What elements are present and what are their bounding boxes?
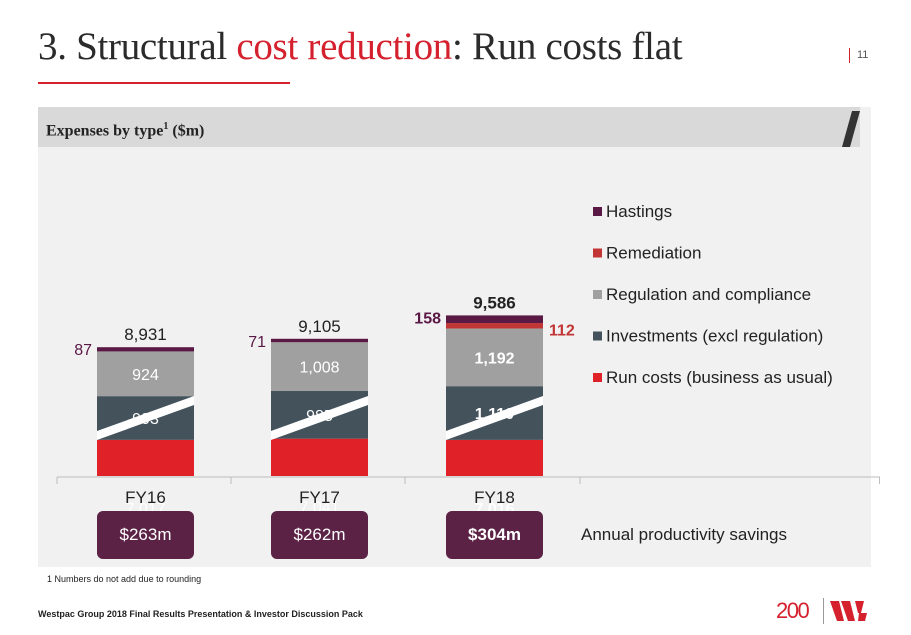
title-underline [38,82,290,84]
total-label-fy16: 8,931 [124,325,167,344]
legend-label-remediation: Remediation [606,244,701,263]
title-accent: cost reduction [236,25,452,68]
data-label-fy17-hastings: 71 [248,334,266,351]
data-label-fy18-investments: 1,110 [475,406,514,423]
legend-swatch-run [593,373,602,382]
bar-fy16-regulation [97,351,194,397]
bar-fy18-remediation [446,323,543,329]
slash-decoration-icon [842,111,860,147]
data-label-fy18-remediation: 112 [549,322,575,339]
savings-box-fy18: $304m [446,511,543,559]
page-number-separator [849,48,850,63]
chart-title: Expenses by type1 ($m) [46,121,205,140]
legend-swatch-investments [593,331,602,341]
bar-fy17-regulation [271,342,368,392]
data-label-fy17-investments: 985 [306,408,333,425]
total-label-fy18: 9,586 [473,293,516,312]
category-label-fy16: FY16 [125,488,166,507]
data-label-fy16-regulation: 924 [132,367,159,384]
category-label-fy18: FY18 [474,488,515,507]
page-number: 11 [857,49,869,61]
legend-swatch-regulation [593,290,602,299]
data-label-fy18-regulation: 1,192 [474,350,514,367]
savings-box-fy17: $262m [271,511,368,559]
bar-fy17-hastings [271,338,368,343]
logo-separator [823,598,824,624]
footnote: 1 Numbers do not add due to rounding [47,574,202,584]
page-title: 3. Structural cost reduction: Run costs … [38,25,683,68]
bicentenary-logo: 200 [776,598,810,623]
axis-break-fy17 [271,396,368,440]
savings-box-fy16: $263m [97,511,194,559]
legend-label-hastings: Hastings [606,202,672,221]
data-label-fy16-investments: 903 [132,411,159,428]
footer-text: Westpac Group 2018 Final Results Present… [38,609,363,619]
legend-swatch-remediation [593,248,602,258]
bar-fy18-run [446,439,543,476]
legend-label-regulation: Regulation and compliance [606,285,811,304]
axis-break-fy18 [446,396,543,440]
legend-label-run: Run costs (business as usual) [606,368,833,387]
legend-label-investments: Investments (excl regulation) [606,327,823,346]
bar-fy16-hastings [97,347,194,352]
data-label-fy17-regulation: 1,008 [299,360,339,377]
total-label-fy17: 9,105 [298,317,341,336]
legend-swatch-hastings [593,207,602,216]
bar-fy18-hastings [446,315,543,324]
data-label-fy16-hastings: 87 [74,342,92,359]
bar-fy17-run [271,438,368,476]
savings-label: Annual productivity savings [581,525,788,544]
axis-break-fy16 [97,396,194,440]
chart-panel-header [38,107,860,147]
bar-fy16-run [97,439,194,476]
westpac-logo-icon [830,601,867,621]
bar-fy18-regulation [446,328,543,387]
category-label-fy17: FY17 [299,488,340,507]
data-label-fy18-hastings: 158 [414,310,441,327]
